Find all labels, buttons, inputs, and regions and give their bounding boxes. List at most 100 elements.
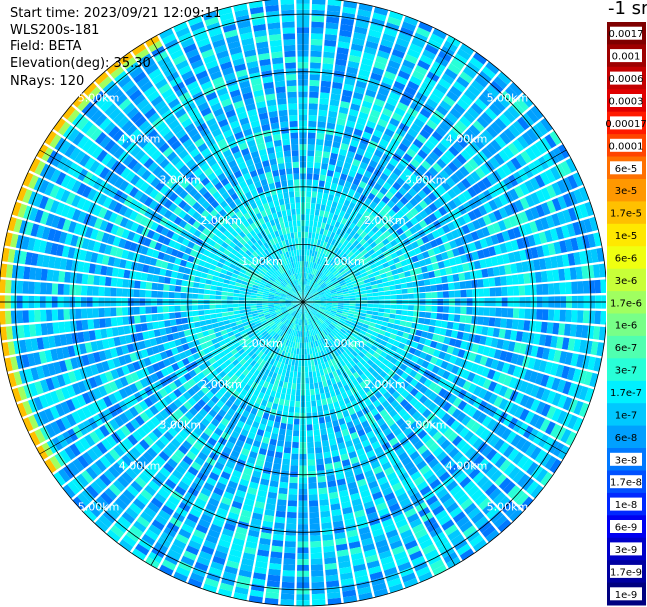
ppi-cell [419, 385, 428, 394]
ppi-cell [205, 279, 212, 285]
ppi-cell [405, 384, 414, 393]
ppi-cell [345, 355, 353, 363]
ppi-cell [524, 208, 535, 222]
ppi-cell [410, 217, 419, 226]
ppi-cell [310, 359, 315, 366]
ppi-cell [188, 275, 195, 282]
ppi-cell [370, 485, 381, 495]
ppi-cell [308, 302, 315, 304]
ppi-cell [398, 142, 409, 153]
ppi-cell [305, 267, 308, 273]
ppi-cell [536, 245, 545, 258]
ppi-cell [306, 424, 313, 431]
ppi-cell [363, 252, 371, 259]
ppi-cell [362, 131, 372, 140]
ppi-cell [239, 309, 246, 314]
ppi-cell [550, 335, 558, 348]
ppi-cell [254, 415, 262, 424]
ppi-cell [303, 302, 305, 308]
ppi-cell [510, 263, 518, 274]
ppi-cell [305, 313, 307, 320]
ppi-cell [311, 289, 316, 294]
ppi-cell [432, 431, 443, 442]
ppi-cell [180, 305, 187, 312]
ppi-cell [382, 317, 390, 323]
ppi-cell [562, 381, 572, 395]
ppi-cell [307, 138, 316, 145]
ppi-cell [471, 511, 485, 524]
ppi-cell [321, 284, 327, 289]
ppi-cell [276, 440, 285, 447]
ppi-cell [462, 332, 470, 341]
ppi-cell [344, 78, 356, 86]
ppi-cell [447, 63, 461, 75]
ppi-cell [540, 403, 551, 417]
ppi-cell [310, 288, 315, 294]
ppi-cell [336, 160, 344, 168]
ppi-cell [366, 269, 374, 275]
ppi-cell [320, 324, 326, 330]
ppi-cell [394, 404, 404, 413]
ppi-cell [361, 272, 368, 278]
ppi-cell [509, 508, 523, 522]
ppi-cell [293, 324, 297, 330]
ppi-cell [267, 302, 274, 305]
ppi-cell [412, 523, 425, 534]
ppi-cell [307, 318, 310, 325]
ppi-cell [308, 476, 317, 484]
ppi-cell [489, 307, 496, 317]
ppi-cell [330, 311, 336, 316]
ppi-cell [296, 318, 299, 325]
ppi-cell [473, 454, 485, 467]
ppi-cell [326, 318, 332, 324]
ppi-cell [320, 296, 326, 299]
ppi-cell [569, 267, 577, 280]
ppi-cell [248, 529, 260, 538]
ppi-cell [341, 326, 348, 332]
ppi-cell [403, 15, 419, 27]
ppi-cell [533, 259, 541, 271]
ppi-cell [307, 305, 313, 309]
ppi-cell [381, 133, 392, 143]
ppi-cell [336, 249, 342, 256]
ppi-cell [418, 219, 428, 229]
ppi-cell [435, 126, 447, 137]
ppi-cell [310, 62, 321, 69]
ppi-cell [353, 371, 360, 379]
ppi-cell [307, 441, 314, 449]
ppi-cell [539, 171, 551, 186]
ppi-cell [419, 538, 434, 550]
ppi-cell [319, 505, 330, 512]
ppi-cell [578, 203, 589, 218]
ppi-cell [364, 151, 373, 160]
ppi-cell [308, 300, 315, 302]
ppi-cell [145, 306, 152, 314]
ppi-cell [333, 526, 345, 534]
ppi-cell [442, 476, 455, 487]
ppi-cell [366, 310, 373, 315]
ppi-cell [303, 300, 309, 302]
ppi-cell [359, 329, 367, 336]
ppi-cell [306, 306, 311, 311]
ppi-cell [464, 502, 477, 515]
ppi-cell [401, 572, 416, 583]
ppi-cell [309, 506, 319, 513]
ppi-cell [342, 351, 349, 358]
ppi-cell [340, 101, 350, 109]
ppi-cell [324, 34, 337, 41]
ppi-cell [355, 473, 365, 482]
ppi-cell [319, 174, 326, 182]
ppi-cell [331, 509, 342, 517]
ppi-cell [448, 447, 460, 459]
ppi-cell [369, 335, 377, 341]
ppi-cell [290, 465, 299, 472]
ppi-cell [256, 410, 264, 418]
ppi-cell [329, 497, 340, 505]
ppi-cell [321, 344, 326, 351]
ppi-cell [474, 493, 488, 506]
ppi-cell [311, 347, 316, 354]
ppi-cell [481, 129, 494, 142]
ppi-cell [456, 516, 470, 528]
ppi-cell [385, 354, 393, 362]
ppi-cell [348, 451, 357, 459]
